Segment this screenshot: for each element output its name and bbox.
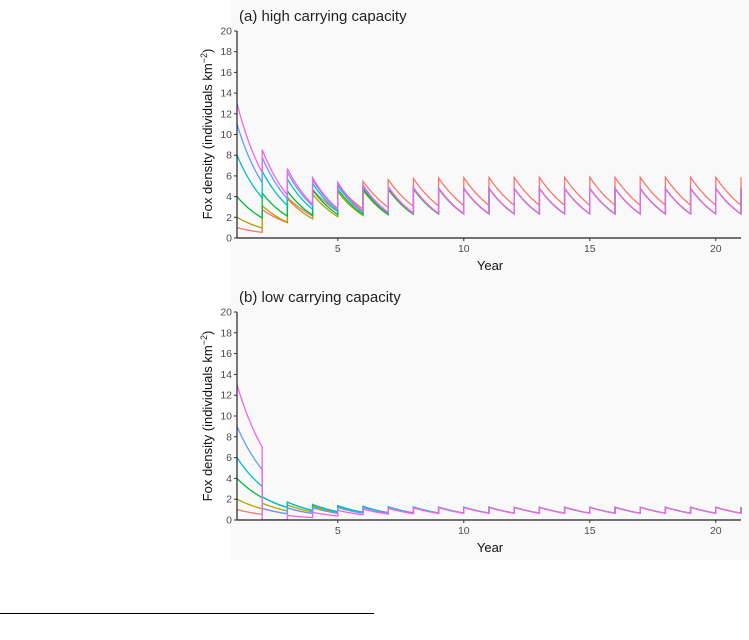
panel-a-y-axis-title-text: Fox density (individuals km [200,63,215,219]
x-tick-label: 10 [458,525,470,537]
y-tick-label: 8 [226,431,232,443]
x-tick-label: 5 [335,525,341,537]
x-tick-label: 15 [584,243,596,255]
panel-a-y-axis-title-close: ) [200,49,215,53]
y-tick-label: 16 [220,348,232,360]
x-tick-label: 15 [584,525,596,537]
panel-b-y-axis-title-close: ) [200,331,215,335]
panel-b-y-axis-title-unit-superscript: −2 [199,335,209,345]
y-tick-label: 18 [220,46,232,58]
panel-b-y-axis-title-text: Fox density (individuals km [200,345,215,501]
panel-b-series-lines [236,384,742,521]
panel-a-title: (a) high carrying capacity [239,8,407,25]
series-line-start-13 [236,384,742,521]
y-tick-label: 16 [220,67,232,79]
y-tick-label: 6 [226,170,232,182]
y-tick-label: 14 [220,88,232,100]
y-tick-label: 8 [226,150,232,162]
y-tick-label: 6 [226,452,232,464]
y-tick-label: 10 [220,129,232,141]
y-tick-label: 20 [220,307,232,319]
y-tick-label: 20 [220,26,232,38]
panel-b-title: (b) low carrying capacity [239,289,401,306]
y-tick-label: 4 [226,191,232,203]
series-line-start-1 [236,175,742,234]
y-tick-label: 4 [226,473,232,485]
x-tick-label: 20 [710,525,722,537]
panel-b-y-ticks: 0 2 4 6 8 10 12 14 16 18 20 [220,307,237,527]
footnote-rule [0,613,374,614]
panel-a-x-axis-title: Year [477,258,504,273]
x-tick-label: 5 [335,243,341,255]
figure-background [230,0,749,560]
y-tick-label: 14 [220,369,232,381]
panel-a-high-carrying-capacity: (a) high carrying capacity 0 2 4 6 8 10 12 14 16… [199,8,742,273]
x-tick-label: 10 [458,243,470,255]
panel-a-y-ticks: 0 2 4 6 8 10 12 14 16 18 20 [220,26,237,245]
series-line-start-13 [236,103,742,216]
panel-b-y-axis-title: Fox density (individuals km−2) [199,331,215,502]
panel-a-x-ticks: 5 10 15 20 [335,238,722,255]
y-tick-label: 0 [226,233,232,245]
y-tick-label: 18 [220,327,232,339]
y-tick-label: 0 [226,515,232,527]
y-tick-label: 10 [220,411,232,423]
panel-a-y-axis-title: Fox density (individuals km−2) [199,49,215,220]
x-tick-label: 20 [710,243,722,255]
panel-b-x-axis-title: Year [477,540,504,555]
panel-b-x-ticks: 5 10 15 20 [335,520,722,537]
y-tick-label: 2 [226,212,232,224]
y-tick-label: 12 [220,108,232,120]
panel-a-series-lines [236,103,742,234]
panel-b-low-carrying-capacity: (b) low carrying capacity 0 2 4 6 8 10 12 14 16 1… [199,289,742,555]
y-tick-label: 2 [226,494,232,506]
panel-a-y-axis-title-unit-superscript: −2 [199,53,209,63]
y-tick-label: 12 [220,390,232,402]
